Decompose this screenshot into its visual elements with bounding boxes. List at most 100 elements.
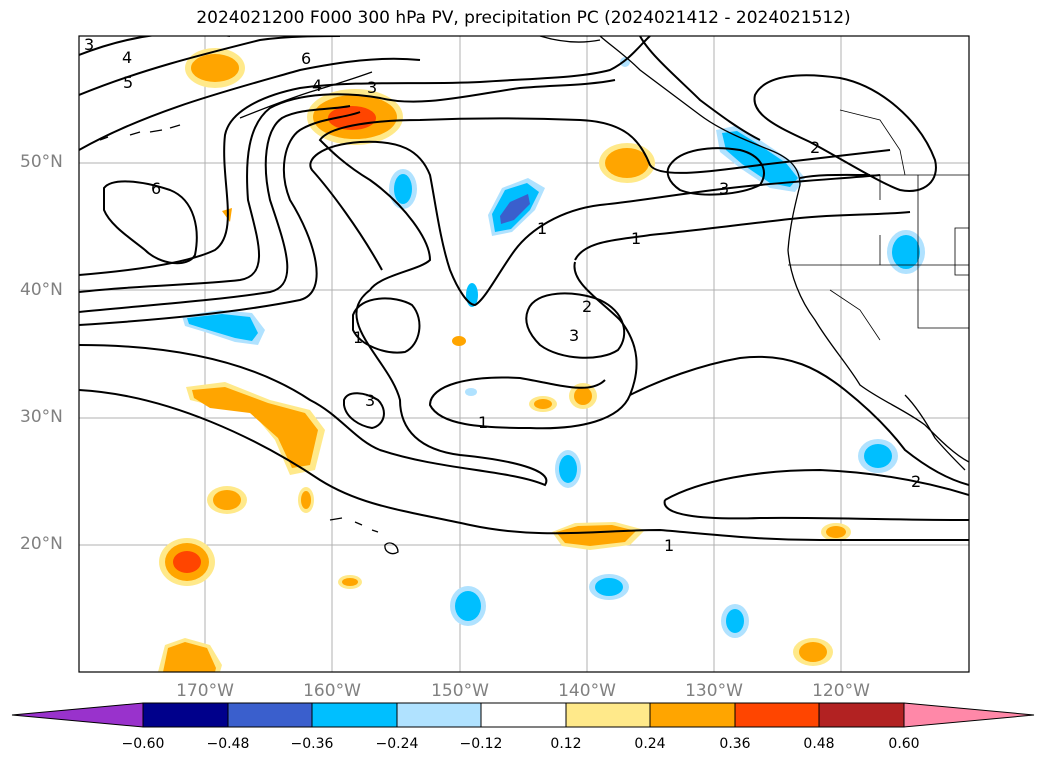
colorbar-segment xyxy=(480,702,567,728)
lon-label-170w: 170°W xyxy=(176,681,234,701)
contour-label: 2 xyxy=(911,472,921,491)
contour-label: 3 xyxy=(84,35,94,54)
colorbar-segment xyxy=(311,702,398,728)
precip-blob xyxy=(799,642,827,662)
contour-label: 3 xyxy=(367,78,377,97)
precip-blob xyxy=(187,314,258,341)
contour-label: 2 xyxy=(810,138,820,157)
colorbar-segment xyxy=(227,702,313,728)
precip-blob xyxy=(722,131,798,187)
contour-label: 3 xyxy=(569,326,579,345)
precip-blob xyxy=(556,525,636,546)
lon-label-140w: 140°W xyxy=(558,681,616,701)
precip-blob xyxy=(605,148,649,178)
precip-blob xyxy=(455,591,481,621)
contour-label: 4 xyxy=(122,48,132,67)
precip-blob xyxy=(173,551,201,573)
pv-contour xyxy=(79,79,616,293)
pv-contour xyxy=(753,74,937,192)
pv-contour xyxy=(664,468,969,501)
baja xyxy=(904,394,966,471)
lat-label-30: 30°N xyxy=(20,407,63,427)
pv-contour xyxy=(666,147,765,196)
contour-label: 3 xyxy=(365,391,375,410)
precip-negative-blobs xyxy=(182,57,925,638)
colorbar-tick-label: −0.60 xyxy=(121,736,165,752)
pv-contour xyxy=(79,389,969,542)
colorbar-segment xyxy=(396,702,482,728)
land-outlines xyxy=(99,36,969,555)
pv-contour xyxy=(428,261,638,430)
colorbar-tick-label: −0.12 xyxy=(459,736,503,752)
colorbar-tick-label: −0.24 xyxy=(375,736,419,752)
precip-blob xyxy=(534,399,552,409)
pv-contour xyxy=(639,36,761,141)
contour-label: 6 xyxy=(151,179,161,198)
contour-label: 5 xyxy=(123,73,133,92)
precip-blob xyxy=(465,388,477,396)
colorbar-tick-label: 0.60 xyxy=(888,736,920,752)
coastline-alaska xyxy=(239,36,601,119)
precip-blob xyxy=(163,642,216,672)
precip-blob xyxy=(892,235,920,269)
lat-label-50: 50°N xyxy=(20,152,63,172)
colorbar-tick-label: 0.12 xyxy=(550,736,582,752)
colorbar-tick-label: 0.24 xyxy=(634,736,666,752)
pv-contour xyxy=(79,57,421,151)
plot-frame xyxy=(78,35,970,673)
contour-label: 3 xyxy=(719,179,729,198)
precip-blob xyxy=(726,609,744,633)
pv-contour xyxy=(79,117,891,487)
pv-contour xyxy=(103,180,198,265)
lon-label-160w: 160°W xyxy=(303,681,361,701)
lon-label-130w: 130°W xyxy=(685,681,743,701)
colorbar xyxy=(11,702,1035,728)
precip-blob xyxy=(826,526,846,538)
pv-contours xyxy=(79,36,969,542)
precip-blob xyxy=(595,578,623,596)
precip-positive-blobs xyxy=(158,48,851,672)
lat-label-40: 40°N xyxy=(20,280,63,300)
lon-label-120w: 120°W xyxy=(812,681,870,701)
pv-contour xyxy=(525,292,626,359)
pv-contour xyxy=(663,499,969,521)
colorbar-segment xyxy=(142,702,229,728)
pv-contour xyxy=(352,297,421,354)
colorbar-segment xyxy=(818,702,905,728)
precip-blob xyxy=(394,174,412,204)
colorbar-segment xyxy=(734,702,820,728)
coastline-north-america xyxy=(599,36,969,463)
colorbar-extend-low xyxy=(11,702,144,728)
contour-label: 1 xyxy=(631,229,641,248)
contour-label: 1 xyxy=(353,328,363,347)
pv-contour xyxy=(79,36,230,56)
precip-blob xyxy=(191,54,239,82)
pv-contour xyxy=(79,105,351,313)
map-title: 2024021200 F000 300 hPa PV, precipitatio… xyxy=(196,8,851,28)
contour-label: 1 xyxy=(537,219,547,238)
precip-blob xyxy=(213,490,241,510)
precip-blob xyxy=(559,455,577,483)
pv-contour xyxy=(343,392,385,430)
colorbar-tick-label: 0.48 xyxy=(803,736,835,752)
precip-blob xyxy=(192,387,318,468)
lat-label-20: 20°N xyxy=(20,534,63,554)
contour-labels: 3 4 5 6 4 3 6 2 3 1 1 2 3 1 1 3 2 1 xyxy=(84,35,921,555)
precip-blob xyxy=(301,491,311,509)
pv-contour xyxy=(629,355,969,486)
pv-contour xyxy=(79,36,651,276)
colorbar-tick-label: −0.36 xyxy=(290,736,334,752)
pv-contour xyxy=(309,140,881,307)
precip-blob xyxy=(342,578,358,586)
contour-label: 1 xyxy=(478,413,488,432)
precip-blob xyxy=(452,336,466,346)
precip-blob xyxy=(500,194,530,224)
hawaii xyxy=(329,517,399,555)
contour-label: 2 xyxy=(582,297,592,316)
colorbar-extend-high xyxy=(903,702,1035,728)
lon-label-150w: 150°W xyxy=(431,681,489,701)
pv-contour xyxy=(574,211,911,261)
colorbar-segment xyxy=(649,702,736,728)
pv-contour xyxy=(79,111,361,326)
